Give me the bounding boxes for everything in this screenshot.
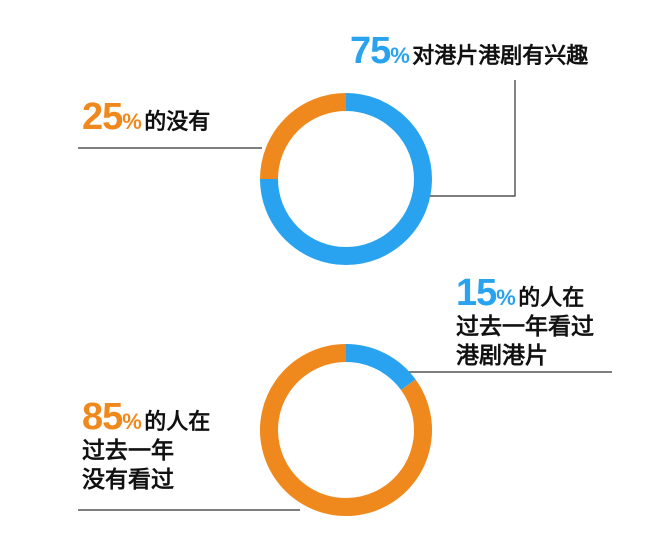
label-25-text: 的没有	[144, 110, 211, 135]
label-75: 75% 对港片港剧有兴趣	[350, 32, 588, 70]
label-15: 15% 的人在 过去一年看过 港剧港片	[456, 274, 594, 374]
percent-25: 25%	[82, 96, 142, 138]
label-85-line-2: 过去一年	[82, 438, 174, 464]
percent-15: 15%	[456, 272, 516, 314]
leader-line-75	[416, 80, 516, 197]
label-25: 25% 的没有	[82, 98, 210, 136]
donut-2-slice-15	[345, 344, 416, 391]
label-15-line-3: 港剧港片	[456, 343, 548, 369]
donut-1-slice-25	[260, 93, 347, 180]
donut-2-slice-85	[260, 344, 432, 516]
label-85: 85% 的人在 过去一年 没有看过	[82, 398, 210, 498]
label-15-line-1: 的人在	[518, 286, 585, 311]
donut-1-slice-75	[260, 93, 432, 265]
percent-75: 75%	[350, 30, 410, 72]
label-15-line-2: 过去一年看过	[456, 314, 594, 340]
percent-85: 85%	[82, 396, 142, 438]
donut-chart-interest	[260, 93, 432, 265]
label-85-line-3: 没有看过	[82, 467, 174, 493]
label-75-text: 对港片港剧有兴趣	[412, 44, 589, 69]
label-85-line-1: 的人在	[144, 410, 211, 435]
donut-chart-watched	[260, 344, 432, 516]
